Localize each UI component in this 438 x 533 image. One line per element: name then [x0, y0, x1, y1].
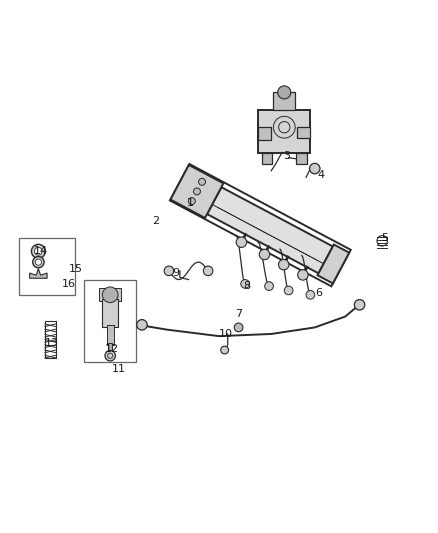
Polygon shape	[207, 187, 333, 273]
Bar	[258, 110, 311, 154]
Circle shape	[33, 256, 44, 268]
Text: 9: 9	[172, 268, 179, 278]
Bar	[19, 238, 75, 295]
Circle shape	[137, 320, 147, 330]
Circle shape	[236, 237, 247, 247]
Polygon shape	[170, 165, 223, 218]
Text: 11: 11	[112, 364, 126, 374]
Circle shape	[284, 286, 293, 295]
Bar	[258, 127, 271, 140]
Text: 7: 7	[235, 309, 242, 319]
Bar	[84, 279, 136, 362]
Circle shape	[234, 323, 243, 332]
Text: 12: 12	[105, 344, 120, 354]
Circle shape	[102, 287, 118, 303]
Circle shape	[306, 290, 315, 299]
Text: 14: 14	[33, 246, 48, 256]
Bar	[45, 321, 56, 358]
Polygon shape	[30, 269, 47, 278]
Text: 2: 2	[152, 216, 159, 226]
Circle shape	[259, 249, 270, 260]
Text: 13: 13	[44, 338, 58, 348]
Text: 16: 16	[62, 279, 76, 289]
Circle shape	[188, 198, 195, 205]
Text: 10: 10	[219, 329, 233, 339]
Bar	[297, 154, 307, 164]
Circle shape	[105, 351, 116, 361]
Bar	[102, 299, 118, 327]
Text: 1: 1	[187, 198, 194, 208]
Circle shape	[265, 282, 273, 290]
Bar	[99, 288, 121, 301]
Circle shape	[241, 279, 250, 288]
Polygon shape	[318, 245, 349, 284]
Circle shape	[194, 188, 201, 195]
Bar	[273, 92, 295, 110]
Circle shape	[278, 86, 291, 99]
Circle shape	[203, 266, 213, 276]
Bar	[107, 325, 114, 345]
Text: 6: 6	[316, 288, 323, 297]
Circle shape	[35, 259, 42, 265]
Polygon shape	[170, 164, 351, 286]
Circle shape	[198, 179, 205, 185]
Circle shape	[221, 346, 229, 354]
Circle shape	[298, 270, 308, 280]
Circle shape	[32, 244, 46, 258]
Circle shape	[310, 163, 320, 174]
Circle shape	[35, 247, 42, 255]
Text: 8: 8	[244, 281, 251, 291]
Bar	[297, 127, 311, 138]
Text: 3: 3	[283, 150, 290, 160]
Text: 5: 5	[381, 233, 388, 243]
Text: 4: 4	[318, 170, 325, 180]
Circle shape	[279, 260, 289, 270]
Bar	[261, 154, 272, 164]
Bar	[108, 343, 113, 353]
Circle shape	[354, 300, 365, 310]
Circle shape	[164, 266, 174, 276]
Text: 15: 15	[68, 264, 82, 273]
